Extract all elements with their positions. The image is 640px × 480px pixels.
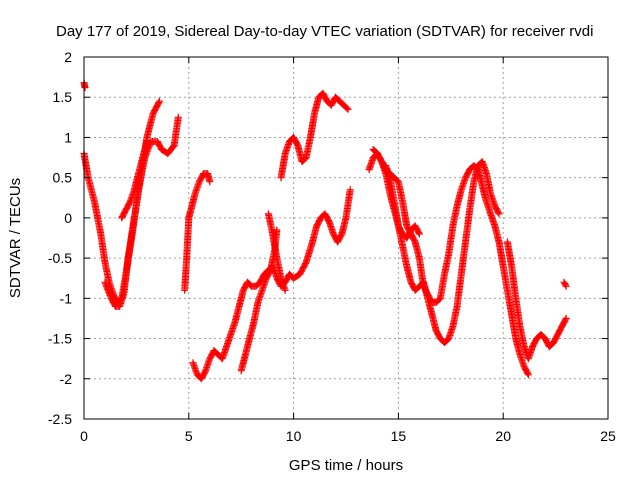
data-point [494, 209, 502, 216]
x-tick-labels: 0 5 10 15 20 25 [80, 428, 616, 444]
x-tick-label: 5 [185, 428, 193, 444]
data-point [524, 371, 532, 379]
data-point [156, 97, 163, 105]
data-point [524, 369, 532, 377]
data-point [343, 104, 351, 112]
y-tick-label: 0.5 [53, 170, 73, 186]
x-tick-label: 0 [80, 428, 88, 444]
x-tick-label: 20 [495, 428, 511, 444]
x-axis-title: GPS time / hours [289, 457, 403, 474]
data-point [273, 226, 281, 234]
data-point [415, 230, 423, 238]
series-s8 [264, 210, 289, 294]
data-point [346, 186, 354, 194]
y-tick-label: -1.5 [48, 331, 72, 347]
data-point [118, 296, 126, 304]
x-tick-label: 15 [391, 428, 407, 444]
x-tick-label: 25 [600, 428, 616, 444]
data-point [281, 286, 289, 294]
data-point [561, 281, 569, 289]
y-tick-label: 0 [64, 210, 72, 226]
ticks [83, 56, 609, 420]
data-point [143, 138, 151, 145]
data-point [561, 316, 569, 324]
y-axis-title: SDTVAR / TECUs [7, 178, 24, 298]
data-marks [80, 79, 570, 383]
series-s9 [277, 89, 352, 182]
series-s5 [181, 170, 214, 294]
data-point [344, 105, 352, 113]
data-point [155, 99, 163, 107]
y-tick-label: 2 [64, 49, 72, 65]
data-point [174, 113, 182, 121]
y-tick-labels: 2 1.5 1 0.5 0 -0.5 -1 -1.5 -2 -2.5 [48, 49, 72, 427]
data-point [206, 178, 214, 186]
plot-frame [83, 56, 609, 420]
series-s13 [503, 238, 570, 363]
data-point [81, 84, 89, 92]
series-s4 [118, 138, 151, 222]
data-point [495, 210, 503, 218]
y-tick-label: 1.5 [53, 89, 73, 105]
y-tick-label: -2 [60, 371, 73, 387]
data-point [562, 314, 570, 322]
y-tick-label: -1 [60, 290, 73, 306]
data-point [562, 282, 570, 290]
y-tick-label: 1 [64, 129, 72, 145]
series-s12 [382, 162, 423, 242]
y-tick-label: -2.5 [48, 411, 72, 427]
series-s14 [560, 278, 570, 290]
data-point [415, 229, 423, 237]
y-tick-label: -0.5 [48, 250, 72, 266]
chart-title: Day 177 of 2019, Sidereal Day-to-day VTE… [56, 23, 593, 40]
x-tick-label: 10 [286, 428, 302, 444]
